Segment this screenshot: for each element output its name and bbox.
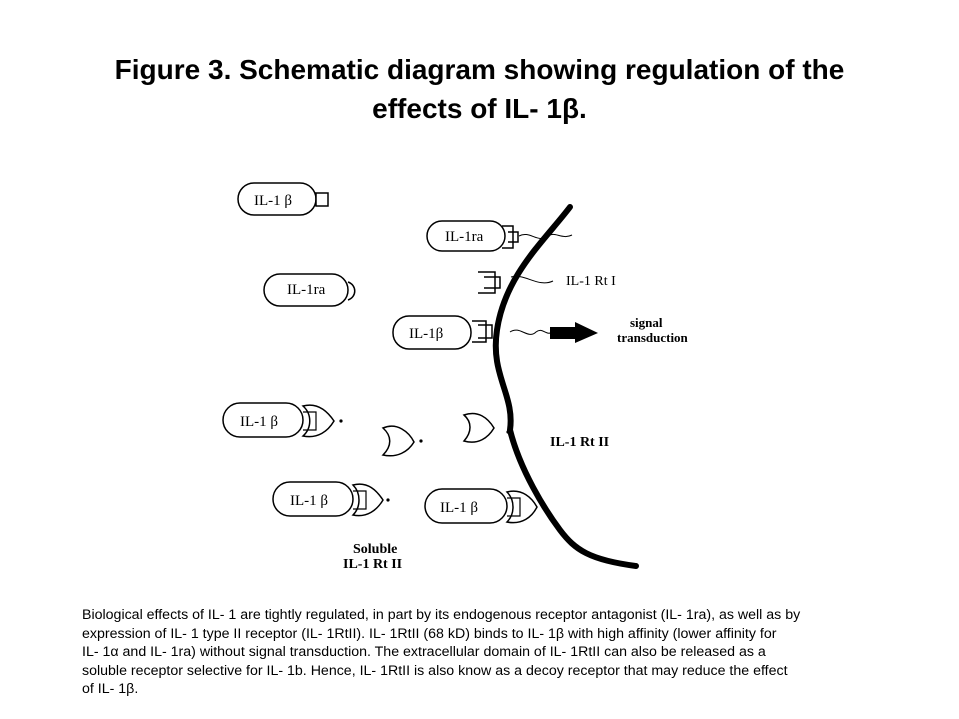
receptor-type-2-membrane: [462, 412, 510, 443]
il1ra-free-left: IL-1ra: [263, 273, 356, 307]
label-transduction: transduction: [617, 330, 689, 345]
label-rt-2: IL-1 Rt II: [550, 435, 609, 450]
label-rt-1: IL-1 Rt I: [566, 274, 616, 289]
figure-caption: Biological effects of IL- 1 are tightly …: [82, 606, 902, 699]
il1-beta-soluble-complex-left: IL-1 β: [222, 402, 343, 438]
label-il1ra-top: IL-1ra: [445, 229, 484, 245]
label-il1ra-left: IL-1ra: [287, 282, 326, 298]
caption-line-1: Biological effects of IL- 1 are tightly …: [82, 607, 801, 623]
cell-membrane: [492, 204, 639, 569]
receptor-type-1-top: [502, 225, 573, 249]
il1-beta-soluble-complex-bottom: IL-1 β: [272, 481, 390, 517]
il1-beta-decoy-complex: IL-1 β: [424, 488, 538, 524]
label-il1-beta-top: IL-1 β: [254, 193, 292, 209]
il1-beta-bound-signaling: IL-1β: [392, 315, 472, 350]
caption-line-3: IL- 1α and IL- 1ra) without signal trans…: [82, 644, 766, 660]
schematic-diagram: IL-1 β IL-1ra IL-1ra IL-1β IL-1 β: [222, 182, 689, 572]
il1ra-bound-top: IL-1ra: [426, 220, 506, 252]
soluble-receptor-free: [381, 425, 423, 457]
caption-line-2: expression of IL- 1 type II receptor (IL…: [82, 625, 777, 642]
receptor-type-1-signaling: [472, 320, 551, 343]
figure-title-line-1: Figure 3. Schematic diagram showing regu…: [114, 54, 845, 85]
label-il1-beta-bottom-left: IL-1 β: [290, 493, 328, 509]
label-soluble: Soluble: [353, 542, 397, 557]
label-soluble-rt-2: IL-1 Rt II: [343, 557, 402, 572]
il1-beta-free-top: IL-1 β: [237, 182, 329, 216]
label-il1-beta-bottom: IL-1 β: [440, 500, 478, 516]
label-signal: signal: [630, 315, 663, 330]
caption-line-5: of IL- 1β.: [82, 681, 139, 697]
figure-title-line-2: effects of IL- 1β.: [372, 93, 587, 124]
label-il1-beta-left: IL-1 β: [240, 414, 278, 430]
label-il1-beta-middle: IL-1β: [409, 326, 443, 342]
signal-arrow-icon: [550, 322, 598, 343]
caption-line-4: soluble receptor selective for IL- 1b. H…: [82, 662, 788, 679]
receptor-type-1-middle: [478, 271, 554, 294]
